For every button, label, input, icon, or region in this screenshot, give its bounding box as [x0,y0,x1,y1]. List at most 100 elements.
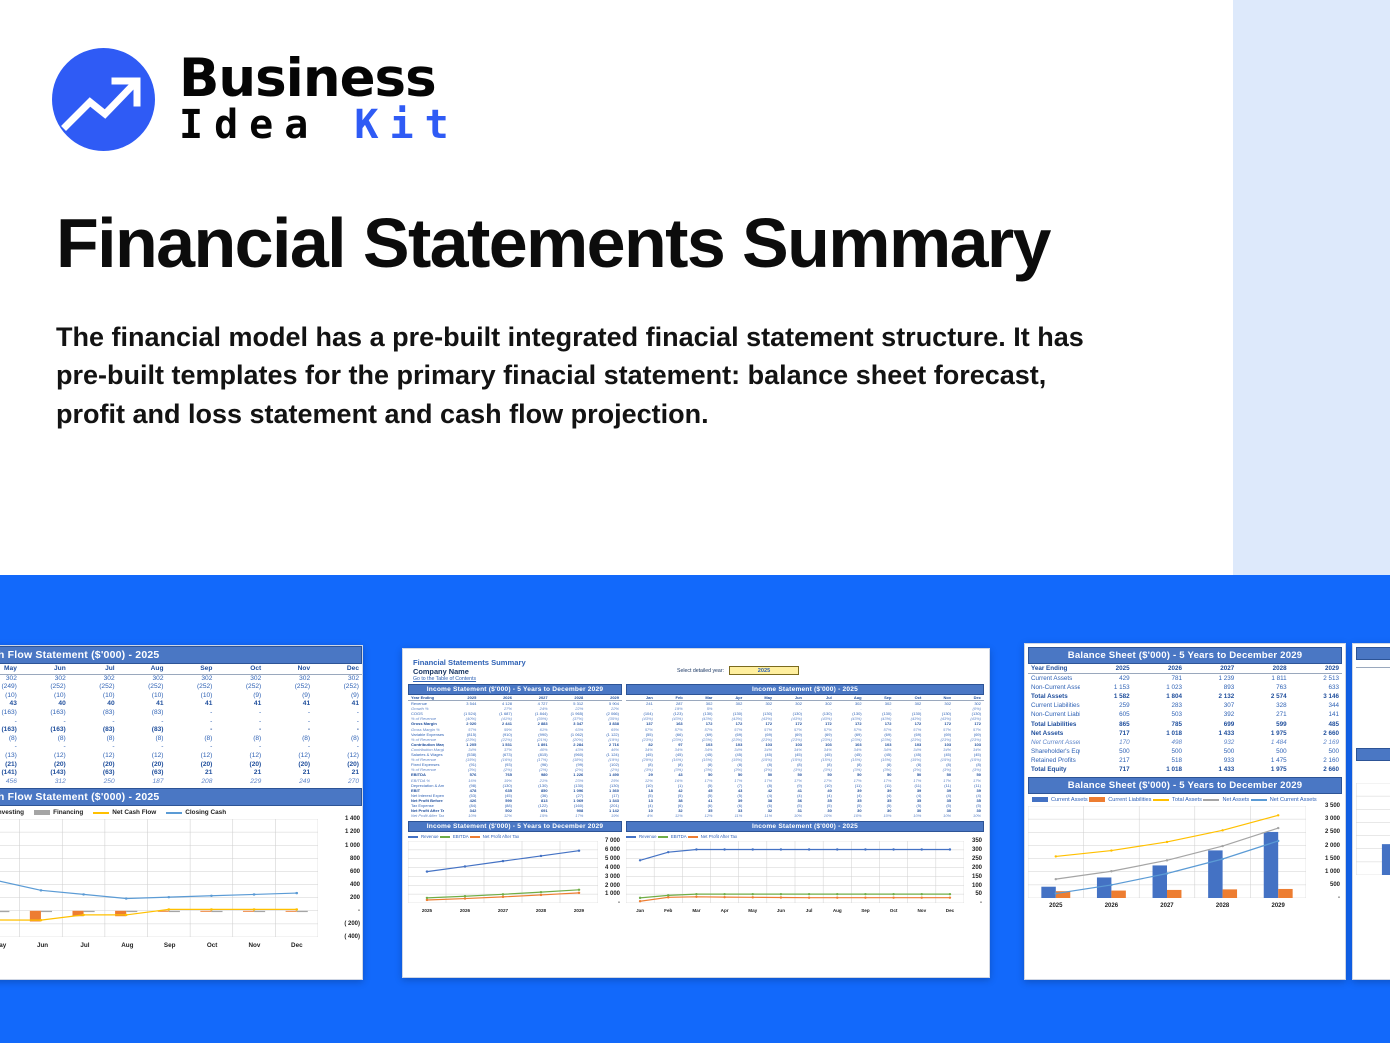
page-description: The financial model has a pre-built inte… [56,322,1084,429]
table-cell: 1 490 [608,772,619,778]
table-row: Contribution Margin 1 205 1 531 1 891 2 284 2… [408,742,622,747]
row-label: Salaries & Wages [411,752,443,758]
table-cell: (538) [466,752,477,758]
table-cell: 11% [674,813,683,819]
legend-npat-m: Net Profit After Tax [687,834,737,839]
table-cell: 17% [793,777,802,783]
table-cell: 302 [884,701,892,707]
table-cell: (20) [151,760,164,768]
table-cell: 302 [765,701,773,707]
table-cell: 34% [764,746,773,752]
table-cell: 31 [797,808,802,814]
income-annual-chart-title: Income Statement ($'000) - 5 Years to De… [408,821,622,833]
table-cell: 691 [540,808,548,814]
table-cell: (5) [797,802,802,808]
table-cell: 10% [468,813,477,819]
table-cell: 41 [156,700,164,708]
axis-tick-label: 400 [349,881,360,888]
table-cell: - [307,717,311,725]
table-cell: 34% [913,746,922,752]
table-cell: 1 975 [1270,729,1287,737]
table-cell: 39 [976,787,981,793]
table-cell: 43 [9,700,17,708]
table-cell: 786 [1356,703,1390,710]
table-cell: (12) [200,751,213,759]
table-cell: (8) [916,762,922,768]
table-cell: (8) [737,762,743,768]
table-cell: 41 [205,700,213,708]
screenshot-balance-sheet-overflow[interactable]: Jan1 1741241 297936927865121 08150012512… [1352,643,1390,980]
table-cell: 25% [610,777,619,783]
axis-tick-label: Dec [291,942,303,950]
table-row: Non-Current Assets 1 153 1 023 893 763 633 [1028,683,1342,692]
table-row: (13) (12) (12) (12) (12) (12) (12) (12) [0,752,362,761]
table-cell: Sep [864,695,895,702]
table-cell: 392 [1223,711,1235,719]
axis-tick-label: Sep [163,942,176,950]
table-row: May Jun Jul Aug Sep Oct Nov Dec [0,665,362,675]
table-cell: 172 [705,721,713,727]
row-label: % of Revenue [411,767,437,773]
screenshot-income-statement[interactable]: Financial Statements Summary Company Nam… [402,648,990,978]
table-cell: (2%) [539,767,548,773]
table-cell: 1 811 [1271,675,1287,683]
income-annual-table: Year Ending 2025 2026 2027 2028 2029 Revenue 3 … [408,695,622,818]
table-row: (8) (8) (8) (8) (8) (8) (8) (8) [0,735,362,744]
table-row: (10) (10) (10) (10) (10) (9) (9) (9) [0,692,362,701]
table-cell: (0%) [972,706,981,712]
table-cell: 61% [539,726,548,732]
table-cell: 32 [678,808,683,814]
table-cell: (20) [54,760,66,768]
table-cell: (23%) [850,736,862,742]
table-cell: 813 [540,797,548,803]
table-cell: (8) [976,762,981,768]
table-cell: 2 716 [608,741,619,747]
table-row: 512 [1356,738,1390,745]
brand-name-primary: Business [179,47,437,109]
table-cell: (5) [886,802,892,808]
balance-chart: 3 500 3 000 2 500 2 000 1 500 1 000 500 - 2025 2… [1027,803,1342,914]
table-cell: (15%) [850,757,862,763]
table-row: (21) (20) (20) (20) (20) (20) (20) (20) [0,761,362,770]
table-cell: 576 [469,772,477,778]
axis-tick-label: 2026 [1104,903,1119,910]
table-cell: (23%) [642,736,653,742]
table-cell: 163 [675,721,683,727]
table-cell: 312 [54,777,66,785]
table-cell: (55) [645,731,653,737]
axis-tick-label: 2027 [497,908,509,914]
table-cell: 307 [1223,702,1235,710]
table-cell: May [0,665,20,675]
table-cell: 512 [1356,710,1390,717]
table-cell: 302 [299,674,311,682]
screenshot-cash-flow[interactable]: Cash Flow Statement ($'000) - 2025 MayJu… [0,645,363,980]
table-cell: Jan [626,695,656,702]
table-of-contents-link[interactable]: Go to the Table of Contents [413,676,477,682]
table-row: Current Assets 429 781 1 239 1 811 2 513 [1028,674,1342,684]
table-cell: 34% [972,746,981,752]
legend-ebitda-m: EBITDA [657,834,686,839]
table-cell: Dec [954,695,984,702]
screenshot-balance-sheet[interactable]: Balance Sheet ($'000) - 5 Years to Decem… [1024,643,1346,980]
table-cell: (20) [298,760,311,768]
table-cell: 2025 [443,695,480,702]
table-row: - 19% 5% - - - - - - - - (0%) [626,706,984,711]
row-label: Net Profit After Tax % [411,813,444,819]
table-cell: (990) [538,731,548,737]
table-cell: (143) [50,769,66,777]
table-cell: 59% [503,726,512,732]
table-cell: (130) [573,782,584,788]
table-cell: 10% [883,813,892,819]
table-cell: - [356,708,359,716]
table-cell: (41%) [501,716,512,722]
table-row: EBITDA % 16% 19% 21% 23% 25% [408,778,622,783]
table-cell: - [356,743,359,751]
table-cell: 23% [575,777,584,783]
row-label: Net Current Assets [1031,738,1081,746]
table-cell: 41 [351,700,359,708]
table-cell: 34% [853,746,862,752]
table-cell: Feb [655,695,686,702]
table-cell: 302 [5,674,17,682]
income-monthly-legend: Revenue EBITDA Net Profit After Tax [626,832,984,841]
year-selector-input[interactable]: 2025 [729,666,799,675]
